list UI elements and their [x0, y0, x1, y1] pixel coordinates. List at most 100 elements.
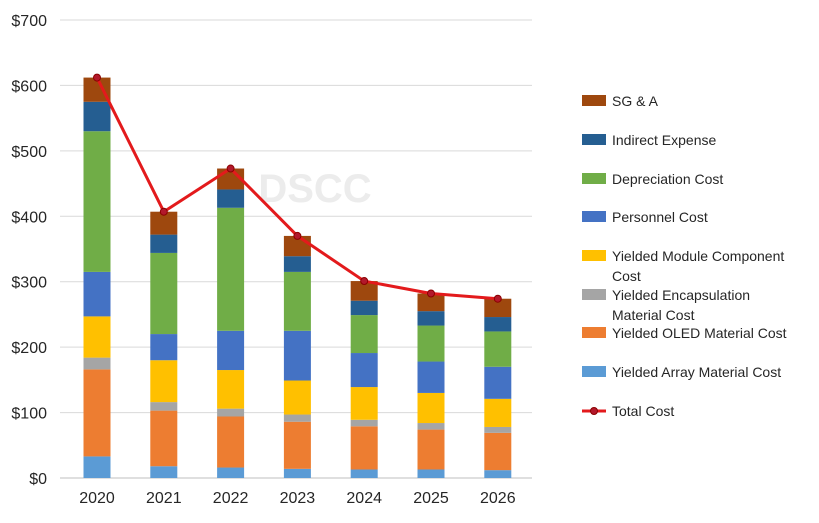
x-tick-label: 2022 [213, 490, 249, 507]
legend: SG & A Indirect Expense Depreciation Cost P… [582, 93, 787, 419]
bar-segment-depreciation-cost [484, 331, 512, 367]
legend-item-yielded-module-component-cost: Yielded Module Component Cost [582, 248, 784, 284]
bar-segment-yielded-module-component-cost [217, 370, 245, 409]
bar-segment-yielded-encapsulation-material-cost [217, 408, 245, 417]
bar-segment-yielded-encapsulation-material-cost [283, 414, 311, 422]
bar-segment-yielded-encapsulation-material-cost [350, 419, 378, 427]
x-tick-label: 2025 [413, 490, 449, 507]
watermark: DSCC [258, 167, 371, 211]
bar-segment-yielded-array-material-cost [83, 456, 111, 478]
bar-segment-yielded-encapsulation-material-cost [417, 423, 445, 430]
x-tick-label: 2026 [480, 490, 516, 507]
legend-label: Yielded Array Material Cost [612, 364, 781, 380]
legend-swatch [582, 211, 606, 222]
bar-segment-indirect-expense [350, 300, 378, 316]
y-axis: $0 $100 $200 $300 $400 $500 $600 $700 [11, 13, 47, 488]
legend-label: Yielded OLED Material Cost [612, 325, 787, 341]
x-tick-label: 2023 [280, 490, 316, 507]
bar-segment-sg-and-a [484, 298, 512, 318]
legend-item-depreciation-cost: Depreciation Cost [582, 171, 723, 187]
legend-swatch [582, 134, 606, 145]
x-tick-label: 2024 [346, 490, 382, 507]
bar-segment-yielded-module-component-cost [283, 380, 311, 415]
bar-segment-indirect-expense [484, 317, 512, 332]
total-cost-point [159, 207, 168, 216]
bar-segment-sg-and-a [417, 293, 445, 312]
legend-swatch [582, 366, 606, 377]
bar-segment-personnel-cost [350, 353, 378, 388]
bar-segment-yielded-array-material-cost [283, 468, 311, 478]
bar-segment-yielded-array-material-cost [150, 466, 178, 478]
y-tick-label: $200 [11, 340, 47, 357]
legend-swatch [582, 250, 606, 261]
y-tick-label: $0 [29, 471, 47, 488]
y-tick-label: $400 [11, 209, 47, 226]
bar-segment-yielded-array-material-cost [350, 469, 378, 478]
bar-segment-yielded-oled-material-cost [150, 410, 178, 467]
bar-segment-depreciation-cost [283, 271, 311, 331]
bar-segment-indirect-expense [150, 234, 178, 253]
total-cost-line [93, 73, 502, 303]
bar-segment-yielded-encapsulation-material-cost [484, 426, 512, 433]
y-tick-label: $100 [11, 406, 47, 423]
bar-segment-yielded-encapsulation-material-cost [150, 402, 178, 411]
y-tick-label: $300 [11, 275, 47, 292]
legend-swatch [582, 289, 606, 300]
bar-segment-yielded-encapsulation-material-cost [83, 357, 111, 370]
bar-segment-depreciation-cost [83, 131, 111, 272]
legend-label: Depreciation Cost [612, 171, 723, 187]
bar-segment-personnel-cost [217, 330, 245, 371]
bar-segment-yielded-module-component-cost [484, 398, 512, 427]
x-axis: 2020 2021 2022 2023 2024 2025 2026 [79, 490, 515, 507]
bar-segment-yielded-array-material-cost [217, 467, 245, 478]
bar-segment-yielded-oled-material-cost [484, 432, 512, 471]
legend-item-total-cost: Total Cost [582, 403, 674, 419]
x-tick-label: 2021 [146, 490, 182, 507]
bar-segment-indirect-expense [417, 311, 445, 326]
legend-swatch [582, 173, 606, 184]
legend-label: Indirect Expense [612, 132, 716, 148]
bar-segment-depreciation-cost [350, 315, 378, 354]
x-tick-label: 2020 [79, 490, 115, 507]
legend-item-personnel-cost: Personnel Cost [582, 209, 708, 225]
legend-label: SG & A [612, 93, 659, 109]
bar-segment-yielded-module-component-cost [350, 387, 378, 420]
total-cost-point [226, 164, 235, 173]
bar-segment-yielded-oled-material-cost [83, 369, 111, 457]
bar-segment-depreciation-cost [217, 207, 245, 331]
total-cost-point [360, 277, 369, 286]
total-cost-point [293, 231, 302, 240]
legend-item-yielded-oled-material-cost: Yielded OLED Material Cost [582, 325, 787, 341]
bar-segment-depreciation-cost [150, 252, 178, 335]
total-cost-point [93, 73, 101, 82]
legend-swatch-marker [590, 407, 598, 415]
bar-segment-indirect-expense [217, 189, 245, 208]
bar-segment-personnel-cost [83, 271, 111, 317]
bar-segment-yielded-module-component-cost [150, 360, 178, 403]
legend-item-indirect-expense: Indirect Expense [582, 132, 716, 148]
bar-segment-personnel-cost [150, 334, 178, 361]
bar-segment-personnel-cost [484, 366, 512, 399]
legend-item-yielded-encapsulation-material-cost: Yielded Encapsulation Material Cost [582, 287, 750, 323]
bar-segment-depreciation-cost [417, 325, 445, 362]
total-cost-point [427, 289, 435, 298]
legend-item-sg-and-a: SG & A [582, 93, 659, 109]
bar-segment-yielded-oled-material-cost [217, 416, 245, 468]
bar-segment-yielded-array-material-cost [417, 469, 445, 478]
bar-segment-sg-and-a [150, 211, 178, 235]
bar-segment-yielded-array-material-cost [484, 470, 512, 478]
legend-label: Total Cost [612, 403, 674, 419]
legend-label: Yielded Encapsulation Material Cost [612, 287, 750, 323]
bar-segment-indirect-expense [283, 256, 311, 272]
bar-segment-personnel-cost [283, 330, 311, 381]
legend-label: Yielded Module Component Cost [612, 248, 784, 284]
bar-segment-yielded-module-component-cost [83, 316, 111, 358]
bar-segment-yielded-oled-material-cost [283, 421, 311, 469]
bar-segment-yielded-module-component-cost [417, 392, 445, 424]
y-tick-label: $700 [11, 13, 47, 30]
bar-segment-yielded-oled-material-cost [350, 426, 378, 470]
bar-segment-indirect-expense [83, 101, 111, 132]
legend-label: Personnel Cost [612, 209, 708, 225]
